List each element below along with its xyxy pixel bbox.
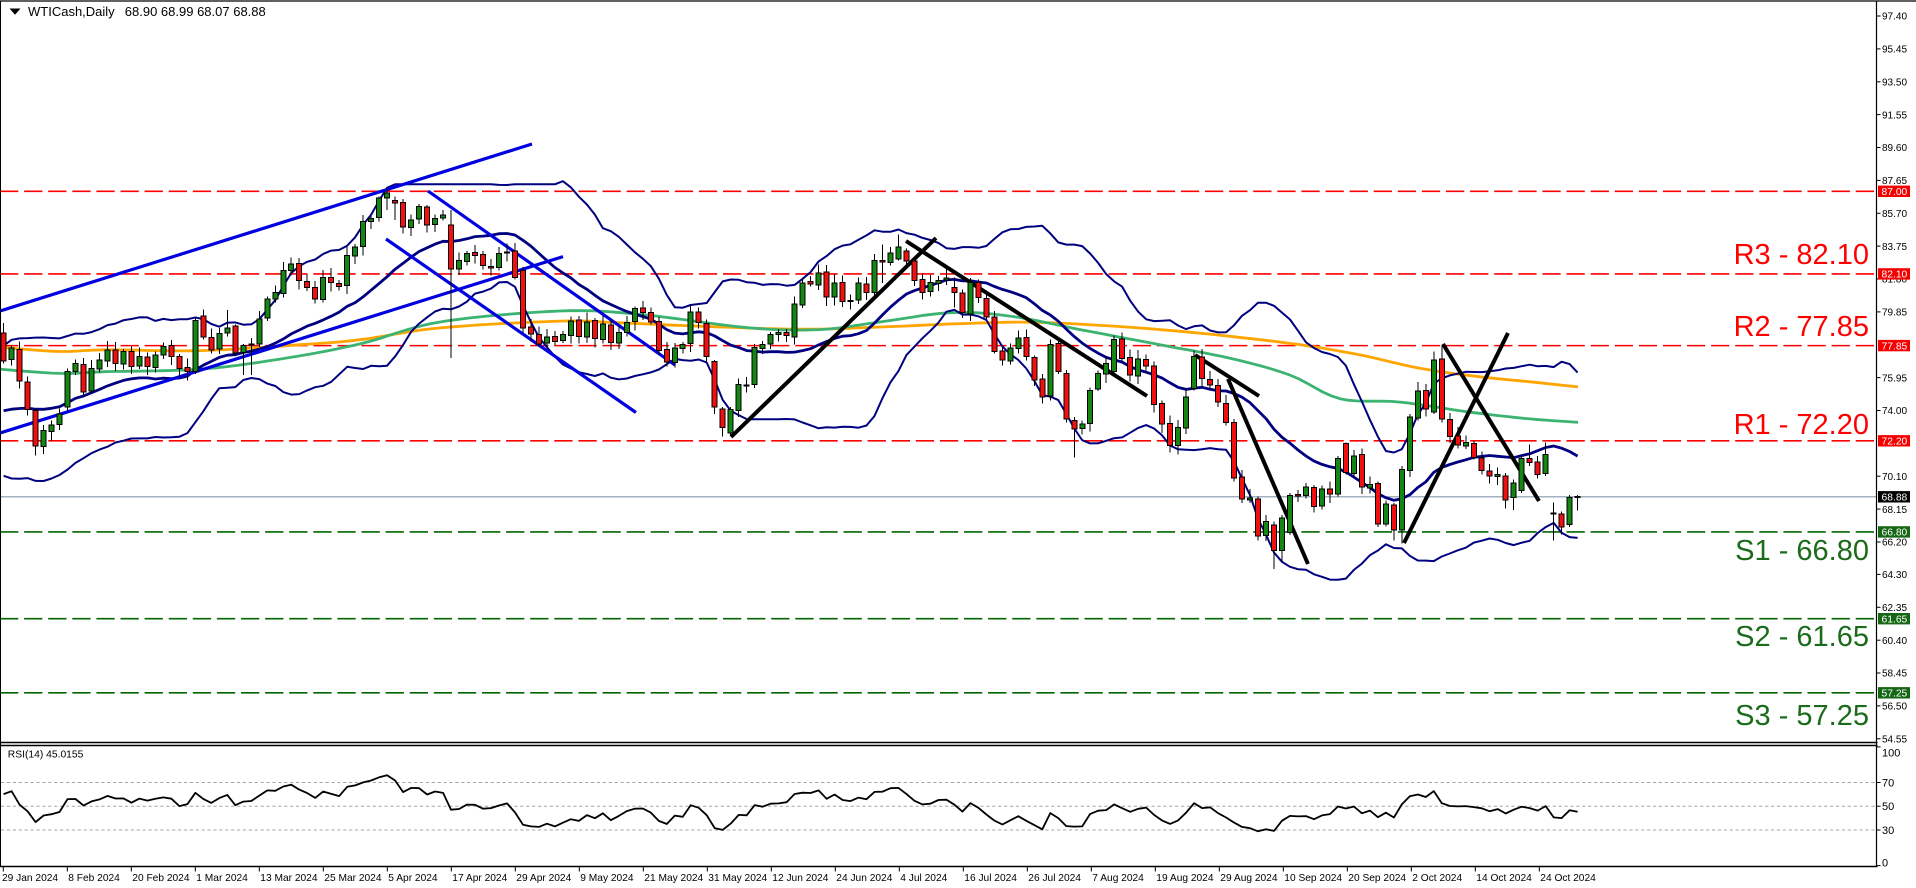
svg-text:S1 - 66.80: S1 - 66.80 (1735, 535, 1869, 567)
svg-text:8 Feb 2024: 8 Feb 2024 (68, 873, 120, 884)
svg-text:64.30: 64.30 (1882, 570, 1907, 581)
svg-text:50: 50 (1882, 801, 1894, 813)
svg-text:21 May 2024: 21 May 2024 (644, 873, 703, 884)
svg-text:17 Apr 2024: 17 Apr 2024 (452, 873, 507, 884)
svg-text:29 Jan 2024: 29 Jan 2024 (2, 873, 58, 884)
svg-text:S2 - 61.65: S2 - 61.65 (1735, 621, 1869, 653)
svg-text:5 Apr 2024: 5 Apr 2024 (388, 873, 438, 884)
svg-text:RSI(14) 45.0155: RSI(14) 45.0155 (8, 750, 84, 761)
svg-text:R1 - 72.20: R1 - 72.20 (1734, 409, 1869, 441)
svg-text:70: 70 (1882, 777, 1894, 789)
svg-text:79.85: 79.85 (1882, 308, 1907, 319)
svg-text:10 Sep 2024: 10 Sep 2024 (1284, 873, 1342, 884)
svg-text:25 Mar 2024: 25 Mar 2024 (324, 873, 382, 884)
svg-text:77.85: 77.85 (1882, 341, 1908, 352)
svg-text:29 Apr 2024: 29 Apr 2024 (516, 873, 571, 884)
svg-text:4 Jul 2024: 4 Jul 2024 (900, 873, 947, 884)
svg-text:12 Jun 2024: 12 Jun 2024 (772, 873, 828, 884)
svg-text:58.45: 58.45 (1882, 669, 1907, 680)
svg-text:7 Aug 2024: 7 Aug 2024 (1092, 873, 1144, 884)
svg-text:66.80: 66.80 (1882, 528, 1908, 539)
svg-text:95.45: 95.45 (1882, 45, 1907, 56)
svg-text:54.55: 54.55 (1882, 735, 1907, 746)
svg-text:0: 0 (1882, 857, 1888, 869)
svg-text:R3 - 82.10: R3 - 82.10 (1734, 239, 1869, 271)
svg-text:85.70: 85.70 (1882, 209, 1907, 220)
svg-text:29 Aug 2024: 29 Aug 2024 (1220, 873, 1278, 884)
svg-text:R2 - 77.85: R2 - 77.85 (1734, 311, 1869, 343)
svg-text:14 Oct 2024: 14 Oct 2024 (1476, 873, 1532, 884)
svg-text:20 Sep 2024: 20 Sep 2024 (1348, 873, 1406, 884)
svg-text:68.88: 68.88 (1882, 493, 1908, 504)
svg-text:13 Mar 2024: 13 Mar 2024 (260, 873, 318, 884)
svg-text:91.55: 91.55 (1882, 110, 1907, 121)
svg-text:70.10: 70.10 (1882, 472, 1907, 483)
svg-text:2 Oct 2024: 2 Oct 2024 (1412, 873, 1462, 884)
svg-text:72.20: 72.20 (1882, 437, 1908, 448)
svg-text:97.40: 97.40 (1882, 12, 1907, 23)
svg-text:81.80: 81.80 (1882, 275, 1907, 286)
svg-text:24 Jun 2024: 24 Jun 2024 (836, 873, 892, 884)
svg-text:S3 - 57.25: S3 - 57.25 (1735, 700, 1869, 732)
svg-text:62.35: 62.35 (1882, 603, 1907, 614)
svg-text:100: 100 (1882, 747, 1900, 759)
svg-text:82.10: 82.10 (1882, 270, 1908, 281)
svg-text:74.00: 74.00 (1882, 406, 1907, 417)
svg-text:66.20: 66.20 (1882, 538, 1907, 549)
svg-text:56.50: 56.50 (1882, 702, 1907, 713)
svg-text:1 Mar 2024: 1 Mar 2024 (196, 873, 248, 884)
svg-text:60.40: 60.40 (1882, 636, 1907, 647)
svg-text:30: 30 (1882, 825, 1894, 837)
svg-text:61.65: 61.65 (1882, 615, 1908, 626)
svg-text:87.00: 87.00 (1882, 187, 1908, 198)
svg-text:24 Oct 2024: 24 Oct 2024 (1540, 873, 1596, 884)
svg-text:9 May 2024: 9 May 2024 (580, 873, 634, 884)
svg-text:31 May 2024: 31 May 2024 (708, 873, 767, 884)
svg-text:75.95: 75.95 (1882, 373, 1907, 384)
svg-text:20 Feb 2024: 20 Feb 2024 (132, 873, 190, 884)
svg-text:87.65: 87.65 (1882, 176, 1907, 187)
svg-text:93.50: 93.50 (1882, 78, 1907, 89)
svg-text:68.15: 68.15 (1882, 505, 1907, 516)
svg-text:26 Jul 2024: 26 Jul 2024 (1028, 873, 1081, 884)
svg-text:57.25: 57.25 (1882, 689, 1908, 700)
svg-text:16 Jul 2024: 16 Jul 2024 (964, 873, 1017, 884)
svg-text:89.60: 89.60 (1882, 143, 1907, 154)
svg-text:WTICash,Daily 68.90 68.99 68.: WTICash,Daily 68.90 68.99 68.07 68.88 (28, 4, 266, 19)
svg-text:19 Aug 2024: 19 Aug 2024 (1156, 873, 1214, 884)
svg-text:83.75: 83.75 (1882, 242, 1907, 253)
